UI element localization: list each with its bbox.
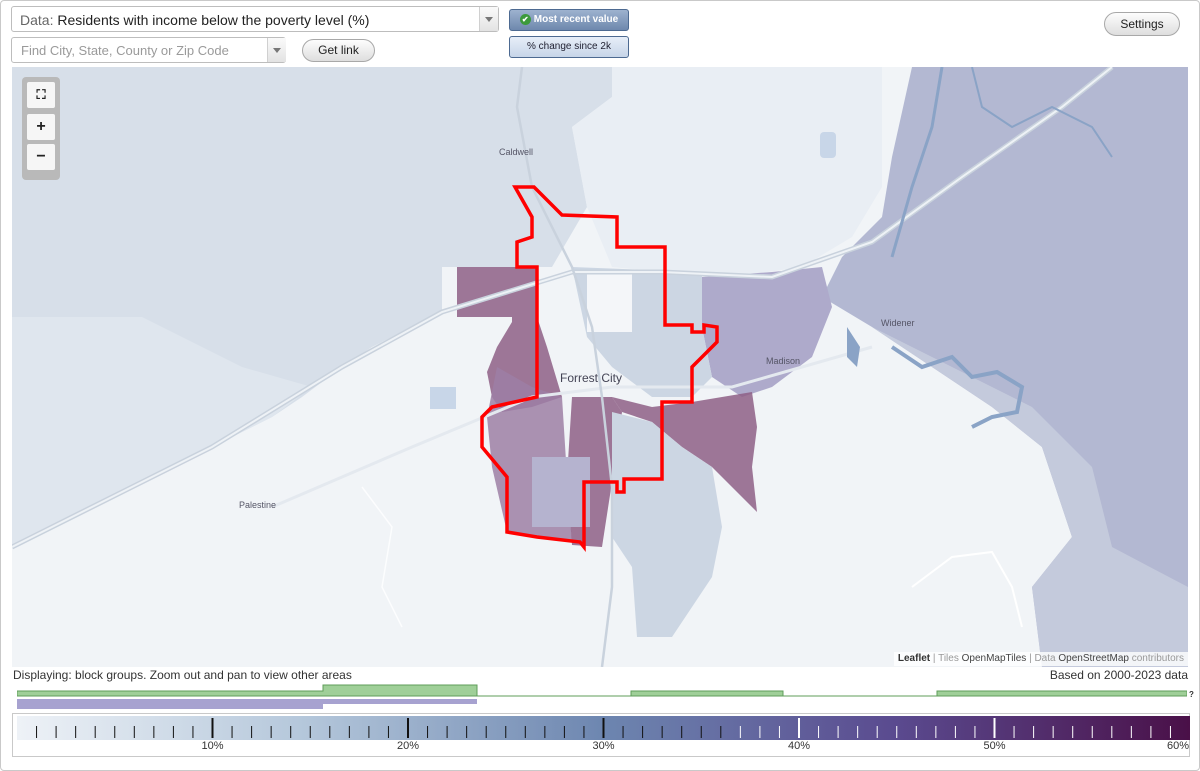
place-label-palestine: Palestine (239, 500, 277, 510)
legend-ticks (36, 718, 1171, 738)
lake-east (847, 327, 860, 367)
timeline-purple-bar (17, 699, 323, 709)
data-value: Residents with income below the poverty … (57, 12, 370, 28)
search-input[interactable] (11, 37, 286, 63)
place-label-caldwell: Caldwell (499, 147, 534, 157)
osm-link[interactable]: OpenStreetMap (1058, 653, 1129, 664)
region-city-south (612, 412, 722, 637)
zoom-out-button[interactable]: − (27, 144, 55, 170)
timeline-green-bars (17, 684, 1187, 697)
road-highway-center (12, 67, 1113, 548)
region-southeast (872, 327, 1188, 667)
legend-label: 20% (396, 740, 420, 752)
zoom-in-button[interactable]: + (27, 114, 55, 140)
attribution-sep: | Data (1026, 653, 1059, 664)
place-label-forrest-city: Forrest City (560, 371, 623, 385)
timeline-histogram[interactable] (17, 683, 1187, 713)
stream-south (911, 550, 1023, 628)
road-secondary (271, 345, 873, 509)
place-label-madison: Madison (766, 356, 801, 366)
region-mid-south (532, 457, 590, 527)
lake-north (820, 132, 836, 158)
displaying-status: Displaying: block groups. Zoom out and p… (13, 668, 352, 682)
map-canvas (12, 67, 1188, 667)
mode-percent-change-button[interactable]: % change since 2k (509, 36, 629, 58)
place-label-widener: Widener (881, 318, 915, 328)
legend-label: 60% (1166, 740, 1190, 752)
check-icon: ✔ (519, 13, 531, 25)
get-link-button[interactable]: Get link (302, 39, 375, 62)
data-prefix: Data: (20, 12, 54, 28)
legend-label: 40% (787, 740, 811, 752)
timeline-help-icon[interactable]: ? (1189, 690, 1194, 699)
fullscreen-icon[interactable]: ⛶ (27, 82, 55, 108)
stream-west (361, 486, 403, 628)
region-high-east (612, 392, 757, 512)
zoom-control: ⛶ + − (22, 77, 60, 180)
search-dropdown-icon[interactable] (267, 38, 286, 62)
mode-most-recent-button[interactable]: ✔ Most recent value (509, 9, 629, 31)
chevron-down-icon[interactable] (479, 7, 498, 31)
region-west (12, 317, 312, 547)
legend-label: 10% (201, 740, 224, 752)
region-north-central (572, 67, 882, 277)
data-range-status: Based on 2000-2023 data (1049, 668, 1188, 682)
legend-label: 30% (592, 740, 615, 752)
legend-label: 50% (983, 740, 1006, 752)
leaflet-link[interactable]: Leaflet (897, 653, 931, 664)
city-boundary (480, 185, 719, 552)
mode-most-recent-label: Most recent value (533, 14, 619, 25)
lake-west (430, 387, 456, 409)
settings-button[interactable]: Settings (1104, 12, 1180, 36)
region-city-white (587, 272, 632, 332)
river-widener (890, 345, 1025, 429)
river-east (971, 67, 1113, 158)
map-attribution: Leaflet | Tiles OpenMapTiles | Data Open… (893, 652, 1188, 666)
attribution-contributors: contributors (1128, 653, 1184, 664)
timeline-purple-bar (323, 699, 477, 704)
river-main (890, 67, 944, 258)
mode-percent-change-label: % change since 2k (527, 41, 611, 52)
legend-color-bar (17, 716, 1190, 740)
road-north-south (515, 67, 614, 667)
attribution-sep: | Tiles (930, 653, 962, 664)
region-madison (702, 267, 832, 397)
data-selector[interactable]: Data: Residents with income below the po… (11, 6, 499, 32)
map-view[interactable]: Caldwell Forrest City Madison Widener Pa… (12, 67, 1188, 667)
tiles-link[interactable]: OpenMapTiles (961, 653, 1027, 664)
